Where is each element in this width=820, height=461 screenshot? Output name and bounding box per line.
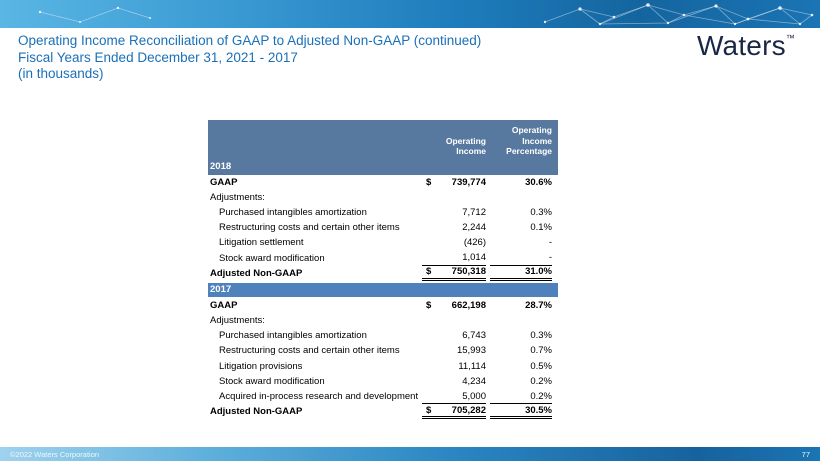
financial-table: Operating Income Operating Income Percen… bbox=[208, 120, 558, 420]
row-label: Adjustments: bbox=[210, 191, 265, 203]
row-percentage: 0.2% bbox=[530, 375, 552, 387]
constellation-graphic bbox=[38, 3, 814, 26]
table-row: Purchased intangibles amortization 7,712 0… bbox=[208, 205, 558, 220]
table-row: Adjustments: bbox=[208, 313, 558, 328]
table-row: Restructuring costs and certain other it… bbox=[208, 220, 558, 235]
table-row: Acquired in-process research and develop… bbox=[208, 389, 558, 405]
row-percentage: 0.5% bbox=[530, 360, 552, 372]
row-percentage: 28.7% bbox=[525, 299, 552, 311]
row-amount: 15,993 bbox=[456, 345, 486, 357]
table-column-headers: Operating Income Operating Income Percen… bbox=[210, 125, 552, 157]
row-label: GAAP bbox=[210, 176, 238, 188]
table-row: Litigation provisions 11,114 0.5% bbox=[208, 359, 558, 374]
row-value: 4,234 bbox=[422, 374, 486, 389]
dollar-sign: $ bbox=[426, 299, 432, 311]
row-amount: 739,774 bbox=[451, 176, 486, 188]
row-amount: 705,282 bbox=[451, 404, 486, 416]
row-amount: 6,743 bbox=[462, 330, 486, 342]
row-amount: 662,198 bbox=[451, 299, 486, 311]
col-header-operating-income: Operating Income bbox=[445, 135, 486, 157]
row-value bbox=[422, 313, 486, 328]
dollar-sign: $ bbox=[426, 266, 432, 278]
row-value: 6,743 bbox=[422, 328, 486, 343]
row-percentage: 0.3% bbox=[530, 330, 552, 342]
row-value: 7,712 bbox=[422, 205, 486, 220]
row-value: 1,014 bbox=[422, 250, 486, 266]
row-amount: 4,234 bbox=[462, 375, 486, 387]
table-row: GAAP $662,198 28.7% bbox=[208, 298, 558, 313]
row-amount: 7,712 bbox=[462, 206, 486, 218]
row-label: Restructuring costs and certain other it… bbox=[219, 345, 400, 357]
row-label: Adjusted Non-GAAP bbox=[210, 267, 303, 279]
table-body: GAAP $739,774 30.6% Adjustments: Purchased i… bbox=[208, 175, 558, 420]
year-bar-2017: 2017 bbox=[208, 282, 558, 297]
row-percentage: - bbox=[548, 237, 552, 249]
row-value: $662,198 bbox=[422, 298, 486, 313]
row-label: Adjustments: bbox=[210, 315, 265, 327]
table-row: Stock award modification 1,014- bbox=[208, 250, 558, 266]
row-percentage: 0.1% bbox=[530, 222, 552, 234]
row-amount: 1,014 bbox=[462, 252, 486, 264]
table-row: Adjusted Non-GAAP $750,318 31.0% bbox=[208, 266, 558, 281]
table-row: Purchased intangibles amortization 6,743 0… bbox=[208, 328, 558, 343]
row-label: Restructuring costs and certain other it… bbox=[219, 222, 400, 234]
table-header: Operating Income Operating Income Percen… bbox=[208, 120, 558, 175]
row-label: Stock award modification bbox=[219, 375, 325, 387]
row-label: GAAP bbox=[210, 299, 238, 311]
row-amount: 750,318 bbox=[451, 266, 486, 278]
row-label: Purchased intangibles amortization bbox=[219, 206, 367, 218]
row-percentage: 30.5% bbox=[490, 404, 552, 420]
waters-logo-text: Waters bbox=[696, 30, 786, 61]
table-row: Litigation settlement (426) - bbox=[208, 235, 558, 250]
row-label: Litigation settlement bbox=[219, 237, 304, 249]
row-percentage: 31.0% bbox=[490, 266, 552, 281]
row-amount: 2,244 bbox=[462, 222, 486, 234]
slide-units-note: (in thousands) bbox=[18, 66, 104, 81]
table-row: Restructuring costs and certain other it… bbox=[208, 343, 558, 358]
waters-logo: Waters™ bbox=[697, 30, 795, 62]
footer-bar: ©2022 Waters Corporation 77 bbox=[0, 447, 820, 461]
row-percentage bbox=[490, 313, 552, 328]
row-label: Stock award modification bbox=[219, 252, 325, 264]
col-header-operating-income-percentage: Operating Income Percentage bbox=[506, 125, 552, 156]
year-label-2018: 2018 bbox=[210, 160, 232, 172]
row-percentage: 0.2% bbox=[490, 389, 552, 405]
row-amount: 11,114 bbox=[458, 360, 486, 372]
row-value: (426) bbox=[422, 235, 486, 250]
row-percentage: 30.6% bbox=[525, 176, 552, 188]
row-value: $739,774 bbox=[422, 175, 486, 190]
slide-title-block: Operating Income Reconciliation of GAAP … bbox=[18, 33, 481, 83]
copyright-text: ©2022 Waters Corporation bbox=[10, 449, 100, 459]
page-number: 77 bbox=[801, 449, 810, 459]
row-label: Purchased intangibles amortization bbox=[219, 330, 367, 342]
row-value: 2,244 bbox=[422, 220, 486, 235]
dollar-sign: $ bbox=[426, 176, 432, 188]
slide-title: Operating Income Reconciliation of GAAP … bbox=[18, 33, 482, 48]
table-row: Adjusted Non-GAAP $705,282 30.5% bbox=[208, 404, 558, 420]
row-percentage: - bbox=[490, 250, 552, 266]
row-label: Acquired in-process research and develop… bbox=[219, 391, 419, 403]
row-value: $750,318 bbox=[422, 266, 486, 281]
row-label: Adjusted Non-GAAP bbox=[210, 406, 303, 418]
row-percentage: 0.7% bbox=[530, 345, 552, 357]
trademark-symbol: ™ bbox=[785, 33, 795, 43]
row-amount: 5,000 bbox=[462, 390, 486, 402]
row-amount: (426) bbox=[463, 237, 486, 249]
table-row: Adjustments: bbox=[208, 190, 558, 205]
row-value: 11,114 bbox=[422, 359, 486, 374]
row-value bbox=[422, 190, 486, 205]
row-value: 5,000 bbox=[422, 389, 486, 405]
row-value: $705,282 bbox=[422, 404, 486, 420]
table-row: Stock award modification 4,234 0.2% bbox=[208, 374, 558, 389]
table-row: GAAP $739,774 30.6% bbox=[208, 175, 558, 190]
row-value: 15,993 bbox=[422, 343, 486, 358]
row-percentage: 0.3% bbox=[530, 206, 552, 218]
slide-subtitle: Fiscal Years Ended December 31, 2021 - 2… bbox=[18, 49, 298, 65]
row-label: Litigation provisions bbox=[219, 360, 303, 372]
dollar-sign: $ bbox=[426, 404, 432, 416]
row-percentage bbox=[490, 190, 552, 205]
top-banner bbox=[0, 0, 820, 28]
